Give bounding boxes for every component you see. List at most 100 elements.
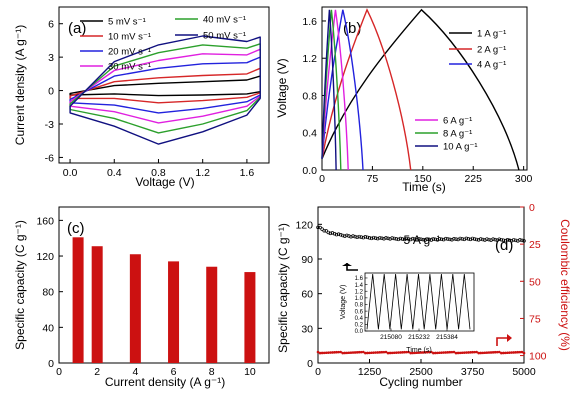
capacity-marker xyxy=(338,233,343,237)
efficiency-marker xyxy=(506,351,509,355)
efficiency-marker xyxy=(322,351,326,355)
capacity-marker xyxy=(404,236,409,241)
panel-a-xtick-label: 1.2 xyxy=(195,167,210,179)
efficiency-marker xyxy=(386,351,390,355)
capacity-marker xyxy=(474,237,479,242)
efficiency-marker xyxy=(502,351,505,355)
efficiency-marker xyxy=(347,351,351,355)
panel-a-ytick-label: 3 xyxy=(48,52,54,64)
panel-d-xtick-label: 1250 xyxy=(358,366,382,378)
inset-ylabel: Voltage (V) xyxy=(340,285,347,320)
panel-b-xtick-label: 75 xyxy=(367,173,379,185)
capacity-marker xyxy=(330,231,335,235)
capacity-marker xyxy=(466,237,471,241)
efficiency-marker xyxy=(442,351,445,354)
efficiency-marker xyxy=(440,351,443,354)
cv-curve-5 xyxy=(69,35,261,145)
capacity-marker xyxy=(371,235,376,240)
capacity-marker xyxy=(470,236,475,241)
capacity-marker xyxy=(400,237,405,241)
capacity-marker xyxy=(522,239,526,243)
capacity-marker xyxy=(363,235,368,239)
efficiency-marker xyxy=(430,350,433,354)
efficiency-marker xyxy=(495,350,499,354)
panel-b-xlabel: Time (s) xyxy=(402,180,446,194)
panel-c-xtick-label: 10 xyxy=(244,366,256,378)
panel-c-label: (c) xyxy=(67,220,85,237)
efficiency-marker xyxy=(394,351,398,354)
capacity-marker xyxy=(518,238,522,242)
panel-c-ytick-label: 80 xyxy=(42,287,54,299)
panel-a-legend-label: 50 mV s⁻¹ xyxy=(203,31,246,42)
efficiency-marker xyxy=(456,351,460,355)
efficiency-marker xyxy=(403,350,406,354)
panel-d-ytick-label: 30 xyxy=(301,323,313,335)
capacity-marker xyxy=(439,237,444,242)
capacity-marker xyxy=(421,237,425,242)
capacity-marker xyxy=(361,235,366,240)
panel-d-xtick-label: 2500 xyxy=(409,366,433,378)
panel-c-xtick-label: 0 xyxy=(56,366,62,378)
capacity-marker xyxy=(497,237,502,241)
gcd-curve-5 xyxy=(321,9,337,171)
panel-b-xtick-label: 0 xyxy=(319,173,325,185)
efficiency-marker xyxy=(357,350,361,354)
panel-a-frame xyxy=(58,6,270,164)
panel-d: (d) Cycling number Specific capacity (C … xyxy=(276,202,572,389)
efficiency-marker xyxy=(508,351,511,354)
inset-ytick-label: 1.4 xyxy=(355,283,364,289)
efficiency-marker xyxy=(504,351,507,355)
inset-ytick-label: 1.0 xyxy=(355,296,364,302)
efficiency-marker xyxy=(335,350,338,354)
panel-b-legend-label: 8 A g⁻¹ xyxy=(443,129,472,140)
efficiency-marker xyxy=(432,351,435,355)
capacity-marker xyxy=(378,236,382,240)
capacity-marker xyxy=(481,237,485,242)
inset-ytick-label: 0.8 xyxy=(355,303,364,309)
efficiency-marker xyxy=(493,350,497,354)
efficiency-axis-arrowhead xyxy=(507,334,512,342)
capacity-marker xyxy=(520,238,524,243)
efficiency-marker xyxy=(320,351,324,355)
panel-b-xtick-label: 150 xyxy=(414,173,432,185)
efficiency-marker xyxy=(485,351,489,354)
capacity-marker xyxy=(353,234,357,239)
panel-c-xtick-label: 8 xyxy=(209,366,215,378)
efficiency-marker xyxy=(473,350,476,354)
capacity-marker xyxy=(411,236,415,241)
efficiency-marker xyxy=(368,351,371,355)
efficiency-axis-arrow xyxy=(496,337,510,346)
panel-a-xtick-label: 0.4 xyxy=(107,167,122,179)
capacity-marker xyxy=(464,236,469,241)
panel-c-ytick-label: 0 xyxy=(48,358,54,370)
panel-b-ytick-label: 0.0 xyxy=(302,165,317,177)
efficiency-marker xyxy=(405,350,408,354)
panel-b-legend-label: 1 A g⁻¹ xyxy=(477,29,506,40)
panel-d-xtick-label: 0 xyxy=(315,366,321,378)
efficiency-marker xyxy=(384,350,388,354)
panel-b-legend-label: 4 A g⁻¹ xyxy=(477,60,506,71)
efficiency-marker xyxy=(345,351,349,355)
capacity-marker xyxy=(373,236,378,240)
bar-1 xyxy=(72,237,84,363)
capacity-marker xyxy=(514,238,518,243)
efficiency-marker xyxy=(390,351,394,355)
efficiency-marker xyxy=(329,351,332,354)
efficiency-marker xyxy=(399,351,402,354)
efficiency-marker xyxy=(481,351,485,355)
efficiency-marker xyxy=(425,350,429,354)
capacity-marker xyxy=(478,237,483,241)
capacity-marker xyxy=(336,232,341,236)
efficiency-marker xyxy=(421,351,425,354)
efficiency-marker xyxy=(510,351,513,354)
panel-a-legend-label: 20 mV s⁻¹ xyxy=(108,47,151,58)
panel-c-ytick-label: 120 xyxy=(36,251,54,263)
panel-b-xtick-label: 225 xyxy=(464,173,482,185)
efficiency-marker xyxy=(460,351,464,355)
panel-a-xtick-label: 1.6 xyxy=(240,167,255,179)
capacity-marker xyxy=(357,234,361,239)
capacity-marker xyxy=(406,237,411,241)
efficiency-marker xyxy=(444,351,448,354)
capacity-marker xyxy=(386,236,390,241)
capacity-marker xyxy=(433,237,438,242)
